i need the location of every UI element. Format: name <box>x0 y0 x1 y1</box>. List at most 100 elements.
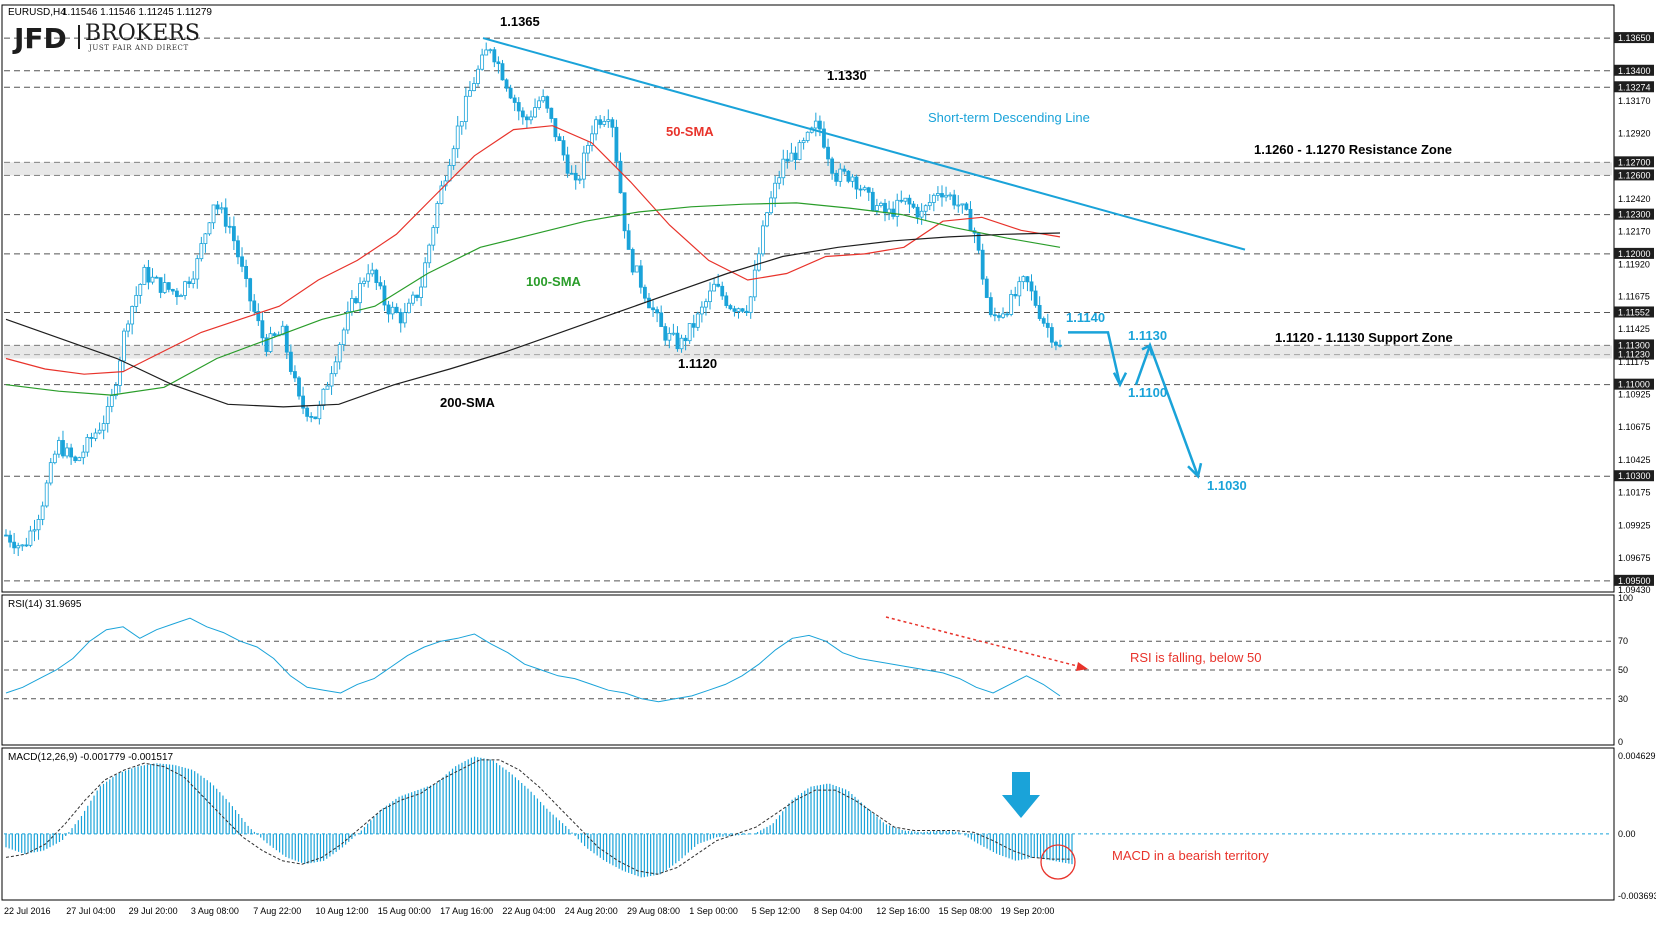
macd-axis-tick: 0.00 <box>1618 829 1636 839</box>
candle-body <box>390 306 395 315</box>
price-tick: 1.12300 <box>1618 210 1651 220</box>
candle-body <box>968 208 973 231</box>
candle-body <box>175 290 179 298</box>
candle-body <box>655 309 660 314</box>
candle-body <box>732 308 737 312</box>
candle-body <box>699 306 704 315</box>
macd-axis-tick: 0.004629 <box>1618 751 1656 761</box>
time-tick: 8 Sep 04:00 <box>814 906 863 916</box>
sma50-label: 50-SMA <box>666 124 714 139</box>
logo-brand2: BROKERS <box>85 21 200 46</box>
candle-body <box>113 385 118 397</box>
sma100-line <box>5 202 1061 396</box>
projection-arrow <box>1187 462 1203 479</box>
candle-body <box>1009 294 1014 315</box>
candle-body <box>256 311 261 322</box>
candle-body <box>211 204 216 224</box>
candle-body <box>1021 276 1026 283</box>
price-tag-bg <box>1614 348 1654 360</box>
candle-body <box>288 351 293 372</box>
candle-body <box>227 225 232 228</box>
candle-body <box>134 294 139 307</box>
candle-body <box>874 205 879 211</box>
candle-body <box>573 172 578 181</box>
candle-body <box>858 188 863 191</box>
candle-body <box>992 314 997 317</box>
price-tag-bg <box>1614 339 1654 351</box>
candle-body <box>146 266 151 283</box>
candle-body <box>158 277 163 293</box>
candle-body <box>61 440 65 457</box>
rsi-axis-tick: 50 <box>1618 665 1628 675</box>
candle-body <box>622 192 627 232</box>
candle-body <box>1049 327 1054 343</box>
candle-body <box>537 100 542 108</box>
candle-body <box>712 283 716 292</box>
candle-body <box>48 462 53 484</box>
price-tick: 1.11425 <box>1618 324 1650 334</box>
price-tag-bg <box>1614 247 1654 259</box>
price-tick: 1.11300 <box>1618 340 1650 350</box>
candle-body <box>40 505 45 520</box>
candle-body <box>170 289 175 292</box>
candle-body <box>899 199 904 202</box>
candle-body <box>109 395 114 407</box>
candle-body <box>736 308 741 312</box>
candle-body <box>272 333 277 336</box>
candle-body <box>81 451 86 459</box>
candle-body <box>927 202 932 207</box>
candle-body <box>879 202 883 206</box>
candle-body <box>606 119 611 122</box>
candle-body <box>297 377 301 397</box>
candle-body <box>980 249 985 280</box>
zone-band <box>4 345 1612 359</box>
candle-body <box>862 187 867 191</box>
candle-body <box>386 304 391 315</box>
zone-band <box>4 162 1612 176</box>
candle-body <box>891 208 896 217</box>
candle-body <box>984 278 989 298</box>
candle-body <box>280 325 285 336</box>
macd-indicator: 0.004629 0.00 -0.003693 <box>4 751 1656 901</box>
candle-body <box>1058 344 1062 347</box>
macd-note: MACD in a bearish territory <box>1112 848 1269 863</box>
candle-body <box>1041 318 1046 324</box>
candle-body <box>1037 305 1042 319</box>
candle-body <box>931 194 936 203</box>
down-arrow-icon <box>1002 772 1040 818</box>
rsi-title: RSI(14) 31.9695 <box>8 599 82 610</box>
candle-body <box>97 429 102 434</box>
time-tick: 22 Jul 2016 <box>4 906 51 916</box>
price-tag-bg <box>1614 156 1654 168</box>
candle-body <box>89 437 94 439</box>
candle-body <box>952 194 957 206</box>
price-tick: 1.09500 <box>1618 576 1651 586</box>
candle-body <box>496 61 501 65</box>
candle-body <box>919 210 924 218</box>
candle-body <box>586 144 590 154</box>
candle-body <box>16 545 21 549</box>
candle-body <box>997 315 1001 318</box>
time-tick: 15 Aug 00:00 <box>378 906 431 916</box>
candle-body <box>415 294 419 298</box>
candle-body <box>488 49 493 52</box>
candle-body <box>504 79 509 89</box>
time-tick: 22 Aug 04:00 <box>502 906 555 916</box>
candle-body <box>402 312 407 324</box>
price-tick: 1.10175 <box>1618 488 1651 498</box>
trendline-label: Short-term Descending Line <box>928 110 1090 125</box>
candle-body <box>4 534 8 537</box>
candle-body <box>634 265 639 273</box>
candle-body <box>667 332 672 341</box>
candle-body <box>936 193 940 196</box>
candle-body <box>561 140 566 156</box>
candle-body <box>435 203 440 228</box>
logo-tagline: JUST FAIR AND DIRECT <box>88 44 189 52</box>
candle-body <box>57 440 61 455</box>
candle-body <box>541 96 546 102</box>
candle-body <box>626 230 631 250</box>
candle-body <box>480 54 485 70</box>
candle-body <box>948 194 953 197</box>
candle-body <box>105 406 110 424</box>
candle-body <box>594 119 598 135</box>
